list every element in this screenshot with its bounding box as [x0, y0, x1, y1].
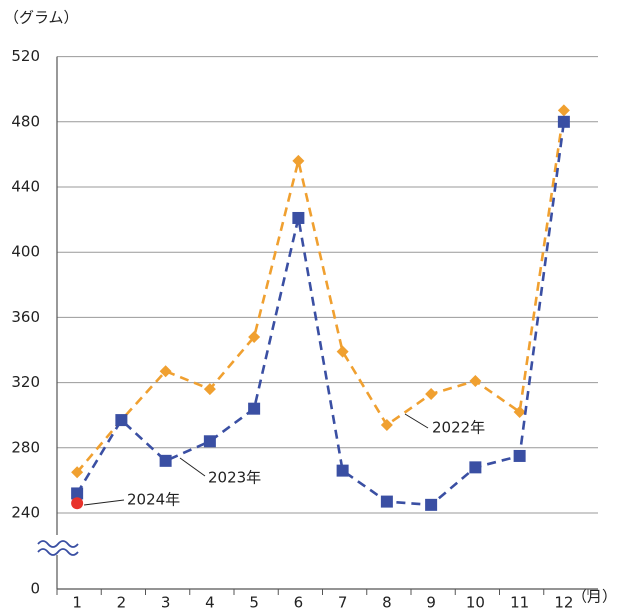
x-tick-label: 3: [161, 594, 171, 612]
marker: [248, 330, 261, 343]
y-tick-label: 0: [30, 580, 40, 598]
y-tick-label: 280: [11, 438, 40, 456]
label-leader: [179, 457, 206, 477]
marker: [203, 383, 216, 396]
x-tick-label: 6: [294, 594, 304, 612]
y-axis-title: （グラム）: [4, 9, 79, 27]
marker: [425, 388, 438, 401]
marker: [115, 414, 128, 427]
x-tick-label: 4: [205, 594, 215, 612]
marker: [469, 461, 482, 474]
marker: [513, 449, 526, 462]
marker: [248, 402, 261, 415]
x-tick-label: 11: [510, 594, 529, 612]
series-label: 2024年: [127, 491, 180, 509]
marker: [425, 498, 438, 511]
series-line: [76, 121, 566, 507]
label-leader: [83, 499, 125, 506]
x-tick-label: 2: [117, 594, 127, 612]
series-label: 2023年: [208, 469, 261, 487]
series-label: 2022年: [432, 419, 485, 437]
x-tick-label: 5: [249, 594, 259, 612]
axis-break-mark: [37, 540, 79, 548]
y-tick-label: 440: [11, 178, 40, 196]
label-leader: [404, 413, 429, 429]
y-tick-label: 360: [11, 308, 40, 326]
marker: [380, 418, 393, 431]
marker: [159, 454, 172, 467]
marker: [336, 345, 349, 358]
x-tick-label: 12: [554, 594, 573, 612]
x-tick-label: 7: [338, 594, 348, 612]
marker: [203, 435, 216, 448]
marker: [513, 405, 526, 418]
marker: [71, 487, 84, 500]
y-tick-label: 320: [11, 373, 40, 391]
x-tick-label: 8: [382, 594, 392, 612]
marker: [336, 464, 349, 477]
y-tick-label: 400: [11, 243, 40, 261]
marker: [557, 115, 570, 128]
y-tick-label: 480: [11, 112, 40, 130]
marker: [469, 374, 482, 387]
marker: [71, 497, 84, 510]
marker: [292, 211, 305, 224]
x-tick-label: 10: [466, 594, 485, 612]
x-tick-label: 1: [72, 594, 82, 612]
axis-break-mark: [37, 548, 79, 556]
marker: [159, 365, 172, 378]
series-line: [76, 110, 566, 474]
marker: [380, 495, 393, 508]
y-tick-label: 520: [11, 47, 40, 65]
x-tick-label: 9: [426, 594, 436, 612]
x-axis-title: （月）: [572, 588, 617, 606]
y-tick-label: 240: [11, 504, 40, 522]
marker: [292, 154, 305, 167]
marker: [71, 466, 84, 479]
marker: [557, 104, 570, 117]
